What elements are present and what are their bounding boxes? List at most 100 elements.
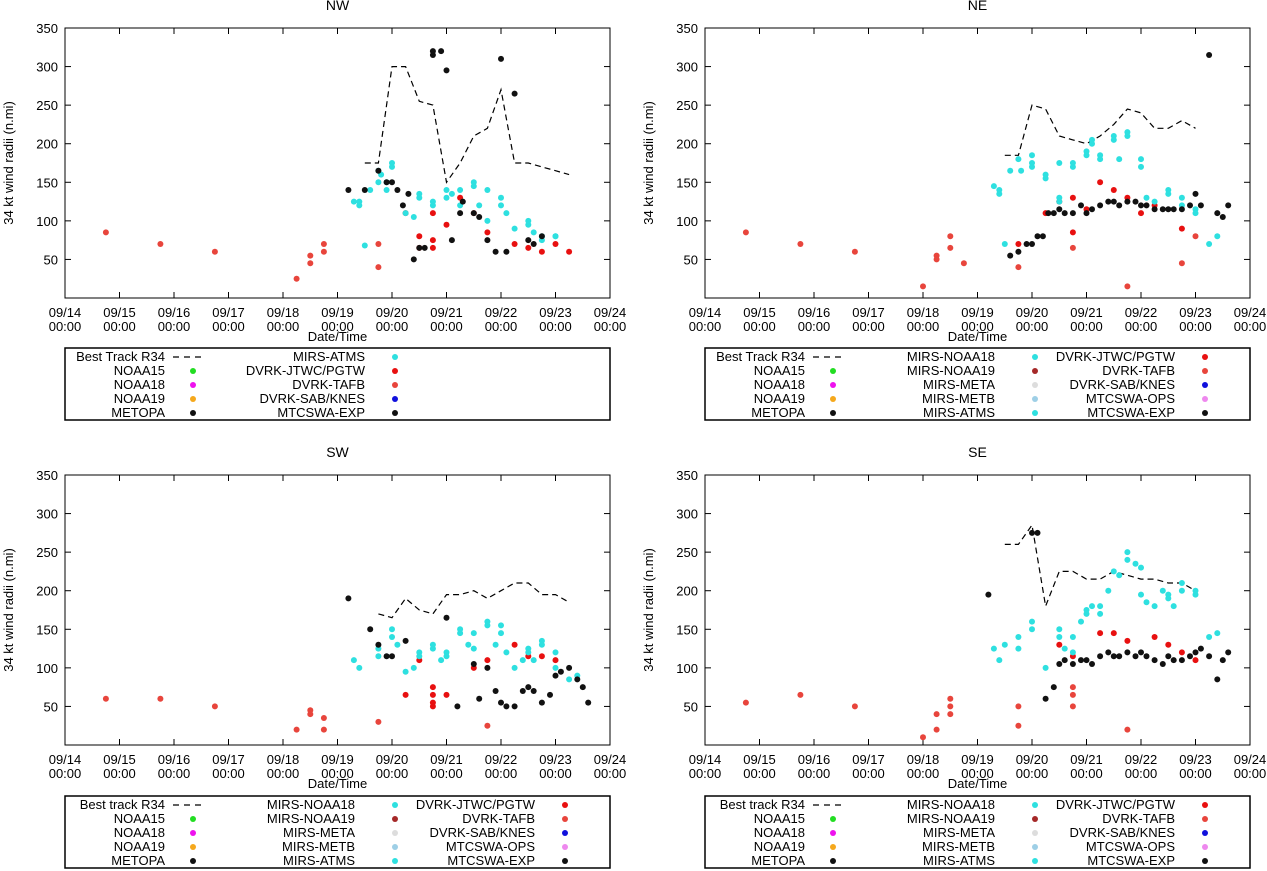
data-point-dvrk-jtwc-pgtw — [1138, 210, 1144, 217]
data-point-mtcswa-exp — [1105, 649, 1112, 656]
legend-marker-dot — [562, 816, 568, 822]
x-tick-label-date: 09/22 — [485, 752, 518, 767]
legend-marker-dot — [392, 858, 398, 864]
legend-marker-dot — [1202, 858, 1208, 864]
legend-label: METOPA — [111, 853, 165, 868]
data-point-mtcswa-exp — [375, 167, 382, 174]
x-tick-label-date: 09/20 — [1016, 752, 1049, 767]
data-point-mtcswa-exp — [538, 699, 545, 706]
x-tick-label-time: 00:00 — [267, 766, 300, 781]
data-point-dvrk-jtwc-pgtw — [416, 233, 423, 240]
x-tick-label-date: 09/19 — [321, 305, 354, 320]
x-tick-label-time: 00:00 — [212, 766, 245, 781]
data-point-mirs-atms — [457, 187, 464, 193]
x-tick-label-time: 00:00 — [594, 319, 627, 334]
data-point-dvrk-jtwc-pgtw — [552, 241, 559, 247]
data-point-mtcswa-exp — [476, 214, 483, 220]
data-point-dvrk-jtwc-pgtw — [511, 641, 518, 648]
data-point-dvrk-jtwc-pgtw — [1124, 637, 1131, 644]
x-tick-label-time: 00:00 — [907, 319, 940, 334]
data-point-mtcswa-exp — [1116, 202, 1123, 209]
legend-label: MTCSWA-OPS — [446, 839, 535, 854]
legend-marker-dot — [392, 816, 398, 822]
x-tick-label-time: 00:00 — [1070, 766, 1103, 781]
x-tick-label-date: 09/20 — [376, 752, 409, 767]
x-tick-label-date: 09/19 — [961, 305, 994, 320]
legend-label: MTCSWA-EXP — [1087, 405, 1175, 420]
y-tick-label: 300 — [36, 60, 58, 75]
x-tick-label-time: 00:00 — [798, 766, 831, 781]
data-point-mirs-atms — [996, 190, 1003, 197]
data-point-mtcswa-exp — [429, 48, 436, 55]
legend-label: DVRK-JTWC/PGTW — [1056, 797, 1176, 812]
x-tick-label-date: 09/19 — [321, 752, 354, 767]
data-point-mirs-atms — [1029, 618, 1035, 625]
data-point-mirs-atms — [530, 229, 537, 236]
data-point-mirs-atms — [1015, 645, 1022, 652]
legend-label: Best track R34 — [80, 797, 165, 812]
legend-marker-dot — [1032, 858, 1038, 864]
data-point-mirs-atms — [519, 657, 526, 664]
x-tick-label-date: 09/18 — [267, 305, 300, 320]
data-point-mtcswa-exp — [985, 591, 992, 598]
data-point-mirs-atms — [1110, 568, 1117, 575]
data-point-dvrk-jtwc-pgtw — [429, 237, 436, 244]
data-point-mtcswa-exp — [402, 637, 409, 644]
data-point-mtcswa-exp — [525, 684, 532, 691]
x-tick-label-date: 09/23 — [539, 305, 572, 320]
legend-marker-dot — [1032, 844, 1038, 850]
data-point-dvrk-tafb — [375, 718, 382, 725]
data-point-mirs-atms — [1138, 156, 1144, 163]
x-tick-label-time: 00:00 — [689, 319, 722, 334]
data-point-mtcswa-exp — [1007, 252, 1014, 259]
data-point-mtcswa-exp — [511, 703, 518, 710]
data-point-mirs-atms — [1105, 587, 1112, 594]
y-tick-label: 200 — [676, 584, 698, 599]
data-point-mirs-atms — [503, 210, 510, 217]
y-tick-label: 150 — [676, 175, 698, 190]
data-point-dvrk-jtwc-pgtw — [1097, 179, 1104, 186]
data-point-dvrk-jtwc-pgtw — [429, 210, 436, 217]
data-point-dvrk-tafb — [320, 726, 327, 733]
data-point-dvrk-tafb — [1192, 233, 1199, 240]
x-tick-label-time: 00:00 — [1234, 319, 1267, 334]
x-tick-label-time: 00:00 — [1125, 319, 1158, 334]
x-tick-label-date: 09/20 — [376, 305, 409, 320]
data-point-mtcswa-exp — [1029, 241, 1035, 247]
data-point-mtcswa-exp — [579, 684, 586, 691]
x-tick-label-time: 00:00 — [376, 319, 409, 334]
data-point-mtcswa-exp — [1116, 653, 1123, 660]
data-point-mirs-atms — [1061, 645, 1068, 652]
legend-marker-dot — [1032, 410, 1038, 416]
data-point-dvrk-tafb — [1069, 703, 1076, 710]
data-point-mirs-atms — [1056, 626, 1063, 633]
x-tick-label-date: 09/21 — [430, 752, 463, 767]
data-point-dvrk-jtwc-pgtw — [429, 244, 436, 251]
x-axis-label: Date/Time — [948, 776, 1007, 791]
data-point-mirs-atms — [1007, 167, 1014, 174]
data-point-mirs-atms — [350, 657, 357, 664]
legend-marker-dot — [392, 802, 398, 808]
data-point-mirs-atms — [566, 676, 573, 683]
legend-label: MIRS-NOAA18 — [907, 349, 995, 364]
x-tick-label-date: 09/22 — [485, 305, 518, 320]
data-point-mtcswa-exp — [552, 672, 559, 679]
legend-marker-dot — [1202, 354, 1208, 360]
x-tick-label-date: 09/17 — [212, 752, 245, 767]
x-tick-label-date: 09/15 — [743, 305, 776, 320]
data-point-dvrk-jtwc-pgtw — [1110, 187, 1117, 193]
data-point-mtcswa-exp — [1034, 233, 1041, 240]
data-point-mirs-atms — [1192, 210, 1199, 217]
data-point-mirs-atms — [552, 649, 559, 656]
data-point-dvrk-jtwc-pgtw — [484, 229, 491, 236]
data-point-mtcswa-exp — [1042, 695, 1049, 702]
legend-marker-dot — [830, 858, 836, 864]
legend-marker-dot — [562, 802, 568, 808]
x-axis-label: Date/Time — [308, 776, 367, 791]
x-tick-label-time: 00:00 — [321, 766, 354, 781]
data-point-mirs-atms — [476, 202, 483, 209]
data-point-mtcswa-exp — [1143, 202, 1150, 209]
y-tick-label: 250 — [676, 98, 698, 113]
data-point-dvrk-jtwc-pgtw — [552, 657, 559, 664]
